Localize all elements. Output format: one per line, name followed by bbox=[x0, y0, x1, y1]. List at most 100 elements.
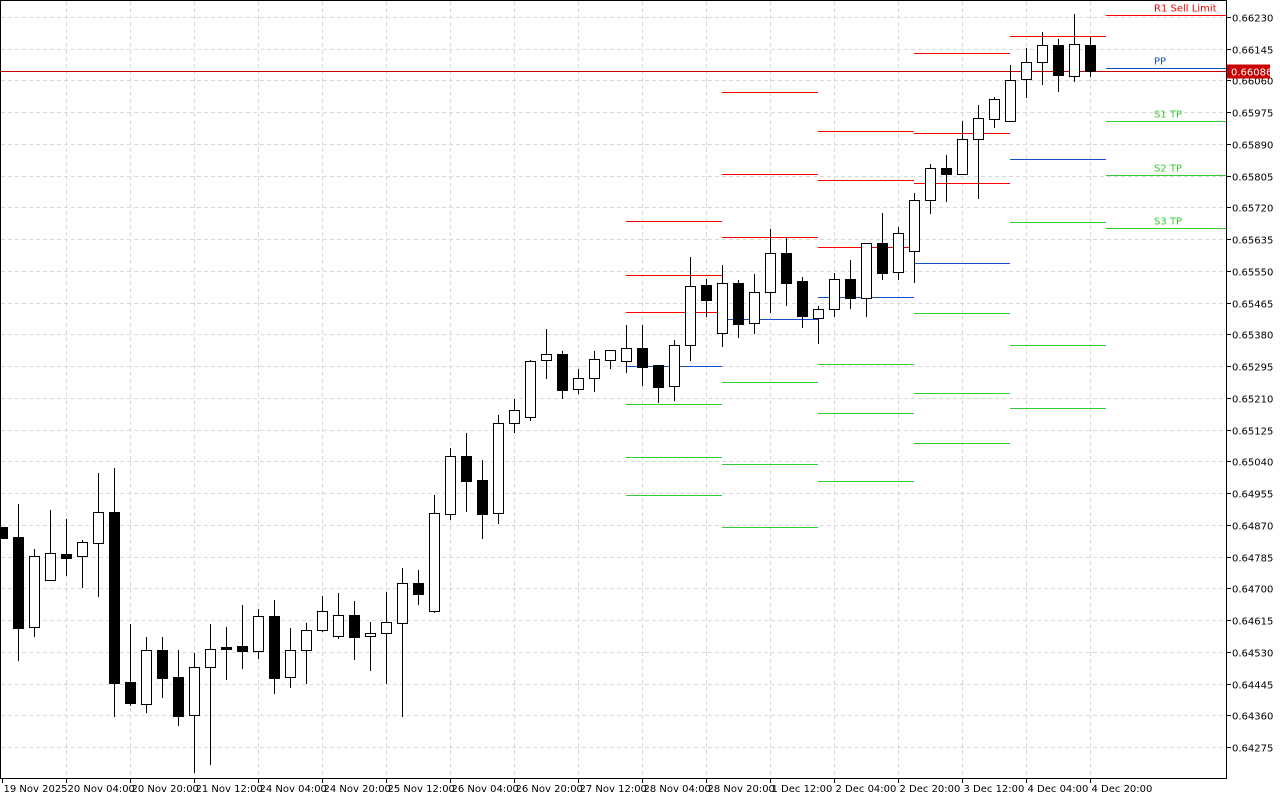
level-r1-label: R1 Sell Limit bbox=[1154, 4, 1217, 15]
bull-candle-body bbox=[717, 283, 728, 334]
bull-candle-body bbox=[333, 615, 344, 637]
level-s2-label: S2 TP bbox=[1154, 164, 1182, 175]
bull-candle-body bbox=[1069, 44, 1080, 77]
bull-candle-body bbox=[429, 513, 440, 612]
bull-candle-body bbox=[973, 118, 984, 140]
x-tick-label: 19 Nov 2025 bbox=[4, 784, 68, 795]
bull-candle-body bbox=[989, 99, 1000, 120]
bear-candle-body bbox=[877, 243, 888, 274]
x-tick-label: 28 Nov 04:00 bbox=[644, 784, 711, 795]
bull-candle-body bbox=[317, 611, 328, 631]
bear-candle-body bbox=[797, 281, 808, 317]
y-tick-label: 0.65975 bbox=[1232, 109, 1273, 120]
bull-candle-body bbox=[445, 456, 456, 515]
bear-candle-body bbox=[237, 646, 248, 652]
bear-candle-body bbox=[1085, 45, 1096, 72]
bear-candle-body bbox=[781, 253, 792, 284]
y-tick-label: 0.64360 bbox=[1232, 712, 1273, 723]
y-tick-label: 0.64785 bbox=[1232, 554, 1273, 565]
bear-candle-body bbox=[461, 456, 472, 482]
y-tick-label: 0.64700 bbox=[1232, 585, 1273, 596]
bull-candle-body bbox=[141, 650, 152, 705]
bull-candle-body bbox=[909, 200, 920, 252]
bull-candle-body bbox=[829, 279, 840, 310]
bull-candle-body bbox=[813, 309, 824, 319]
y-tick-label: 0.64275 bbox=[1232, 744, 1273, 755]
bull-candle-body bbox=[621, 348, 632, 362]
bull-candle-body bbox=[1021, 62, 1032, 80]
plot-border bbox=[0, 0, 1227, 779]
y-tick-label: 0.65550 bbox=[1232, 268, 1273, 279]
x-tick-label: 20 Nov 04:00 bbox=[68, 784, 135, 795]
x-tick-label: 2 Dec 04:00 bbox=[836, 784, 897, 795]
y-tick-label: 0.65125 bbox=[1232, 427, 1273, 438]
bull-candle-body bbox=[669, 345, 680, 387]
x-tick-label: 25 Nov 12:00 bbox=[388, 784, 455, 795]
bull-candle-body bbox=[45, 553, 56, 581]
bear-candle-body bbox=[557, 354, 568, 391]
bull-candle-body bbox=[509, 410, 520, 424]
x-tick-label: 2 Dec 20:00 bbox=[900, 784, 961, 795]
bear-candle-body bbox=[173, 677, 184, 717]
y-tick-label: 0.64870 bbox=[1232, 522, 1273, 533]
bull-candle-body bbox=[93, 512, 104, 544]
bear-candle-body bbox=[701, 285, 712, 301]
bear-candle-body bbox=[61, 554, 72, 559]
x-tick-label: 24 Nov 20:00 bbox=[324, 784, 391, 795]
candles bbox=[0, 14, 1096, 773]
bull-candle-body bbox=[893, 233, 904, 273]
current-price-value: 0.66086 bbox=[1231, 68, 1272, 79]
bear-candle-body bbox=[157, 650, 168, 679]
x-tick-label: 27 Nov 12:00 bbox=[580, 784, 647, 795]
x-tick-label: 26 Nov 04:00 bbox=[452, 784, 519, 795]
current-price-box bbox=[1227, 64, 1270, 79]
bull-candle-body bbox=[1005, 80, 1016, 122]
bull-candle-body bbox=[493, 423, 504, 514]
bull-candle-body bbox=[381, 622, 392, 634]
y-tick-label: 0.65635 bbox=[1232, 236, 1273, 247]
level-s3-label: S3 TP bbox=[1154, 217, 1182, 228]
bear-candle-body bbox=[109, 512, 120, 684]
current-day-levels: R1 Sell Limit PP S1 TP S2 TP S3 TP bbox=[1106, 4, 1226, 229]
bull-candle-body bbox=[285, 650, 296, 678]
y-tick-label: 0.64955 bbox=[1232, 490, 1273, 501]
bear-candle-body bbox=[349, 615, 360, 638]
x-tick-label: 24 Nov 04:00 bbox=[260, 784, 327, 795]
bear-candle-body bbox=[845, 279, 856, 299]
level-s1-label: S1 TP bbox=[1154, 110, 1182, 121]
bear-candle-body bbox=[941, 168, 952, 175]
price-axis[interactable]: 0.66230 0.66145 0.66060 0.65975 0.65890 0.658… bbox=[1227, 14, 1273, 755]
y-tick-label: 0.64615 bbox=[1232, 617, 1273, 628]
y-tick-label: 0.66060 bbox=[1232, 77, 1273, 88]
bull-candle-body bbox=[189, 667, 200, 716]
bull-candle-body bbox=[525, 361, 536, 418]
bull-candle-body bbox=[301, 630, 312, 651]
current-price-label: 0.66086 bbox=[1227, 64, 1272, 79]
bear-candle-body bbox=[413, 583, 424, 595]
bull-candle-body bbox=[1037, 45, 1048, 63]
y-tick-label: 0.64445 bbox=[1232, 681, 1273, 692]
x-tick-label: 21 Nov 12:00 bbox=[196, 784, 263, 795]
bull-candle-body bbox=[957, 139, 968, 175]
x-tick-label: 4 Dec 04:00 bbox=[1028, 784, 1089, 795]
y-tick-label: 0.65720 bbox=[1232, 204, 1273, 215]
bull-candle-body bbox=[685, 286, 696, 346]
x-tick-label: 1 Dec 12:00 bbox=[772, 784, 833, 795]
y-tick-label: 0.65380 bbox=[1232, 331, 1273, 342]
bear-candle-body bbox=[13, 537, 24, 629]
x-tick-label: 26 Nov 20:00 bbox=[516, 784, 583, 795]
bear-candle-body bbox=[0, 527, 8, 539]
bull-candle-body bbox=[573, 378, 584, 390]
y-tick-label: 0.66230 bbox=[1232, 14, 1273, 25]
bull-candle-body bbox=[749, 292, 760, 324]
bull-candle-body bbox=[861, 243, 872, 299]
bull-candle-body bbox=[765, 253, 776, 293]
y-tick-label: 0.66145 bbox=[1232, 46, 1273, 57]
bull-candle-body bbox=[397, 583, 408, 624]
level-pp-label: PP bbox=[1154, 57, 1166, 68]
x-tick-label: 4 Dec 20:00 bbox=[1092, 784, 1153, 795]
bear-candle-body bbox=[221, 647, 232, 650]
bear-candle-body bbox=[125, 682, 136, 704]
